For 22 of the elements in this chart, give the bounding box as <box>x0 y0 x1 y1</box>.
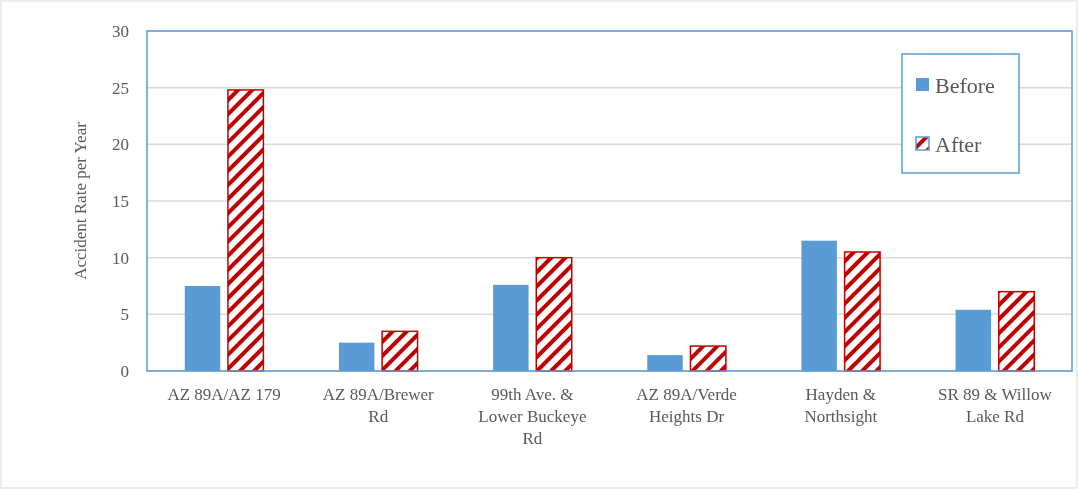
y-axis-title: Accident Rate per Year <box>71 121 90 280</box>
x-tick-label: Hayden & Northsight <box>804 385 878 426</box>
y-tick-label: 25 <box>112 78 129 98</box>
bar <box>689 345 727 372</box>
bar <box>535 256 573 372</box>
y-tick-label: 30 <box>112 21 129 41</box>
bar <box>998 290 1035 372</box>
bar <box>843 251 881 372</box>
y-tick-label: 0 <box>120 361 129 381</box>
y-tick-label: 20 <box>112 135 129 155</box>
x-tick-label: AZ 89A/Brewer Rd <box>322 385 435 426</box>
x-tick-label: 99th Ave. & Lower Buckeye Rd <box>478 385 587 448</box>
legend-label: After <box>935 131 983 157</box>
x-tick-label: AZ 89A/Verde Heights Dr <box>636 385 737 426</box>
x-tick-label: SR 89 & Willow Lake Rd <box>938 385 1053 426</box>
y-tick-label: 15 <box>112 191 129 211</box>
legend-label: Before <box>935 72 995 98</box>
bar <box>227 89 265 372</box>
y-tick-label: 5 <box>120 305 129 325</box>
bar <box>381 330 419 372</box>
y-tick-label: 10 <box>112 248 129 268</box>
x-tick-label: AZ 89A/AZ 179 <box>167 385 281 404</box>
